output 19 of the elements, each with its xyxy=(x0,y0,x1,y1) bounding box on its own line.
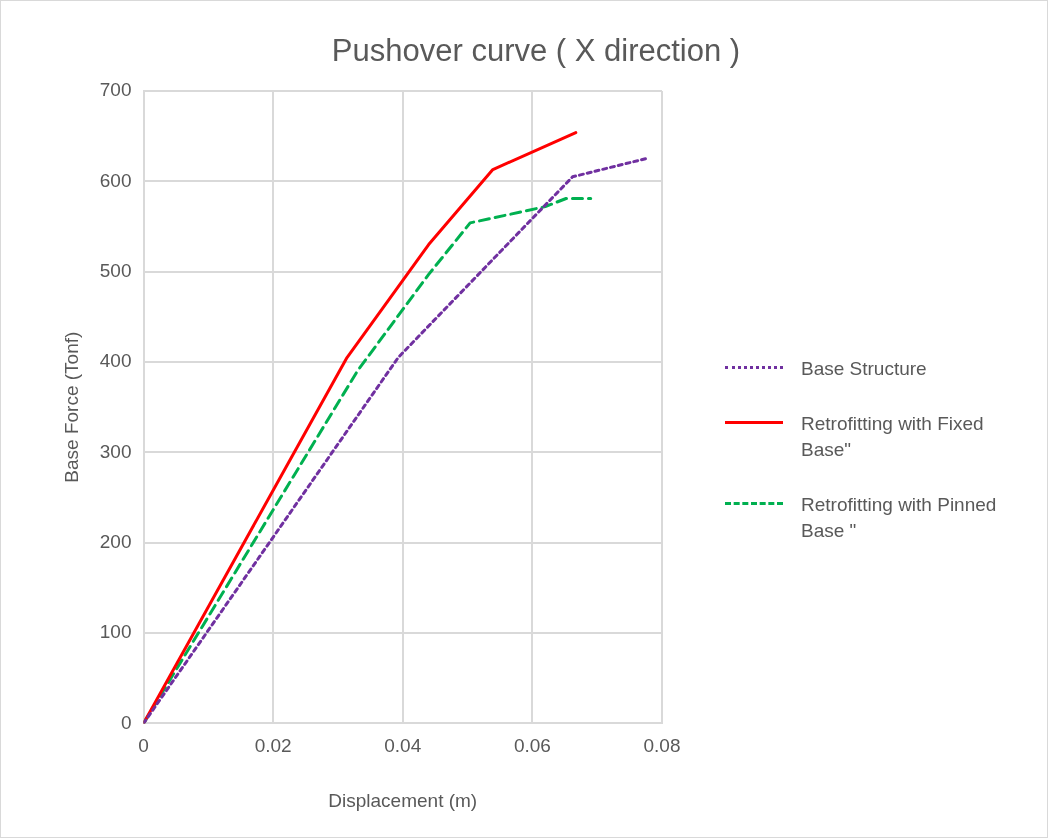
y-tick-label: 0 xyxy=(120,711,132,733)
y-tick-label: 600 xyxy=(99,169,132,191)
x-tick-label: 0 xyxy=(138,735,149,757)
legend-label: Base Structure xyxy=(801,357,927,381)
x-tick-label: 0.04 xyxy=(384,735,422,757)
x-tick-label: 0.08 xyxy=(643,735,681,757)
y-axis-title: Base Force (Tonf) xyxy=(60,331,82,483)
y-tick-label: 300 xyxy=(99,440,132,462)
x-axis-title: Displacement (m) xyxy=(328,789,478,811)
legend-label: Retrofitting with Pinned Base " xyxy=(801,492,998,544)
y-tick-label: 200 xyxy=(99,530,132,552)
y-tick-label: 100 xyxy=(99,621,132,643)
legend-label: Retrofitting with Fixed Base" xyxy=(801,411,985,463)
y-tick-label: 500 xyxy=(99,259,132,281)
x-tick-label: 0.02 xyxy=(254,735,292,757)
y-tick-label: 700 xyxy=(99,79,132,101)
x-tick-label: 0.06 xyxy=(513,735,551,757)
y-tick-label: 400 xyxy=(99,350,132,372)
chart-title: Pushover curve ( X direction ) xyxy=(330,33,742,69)
